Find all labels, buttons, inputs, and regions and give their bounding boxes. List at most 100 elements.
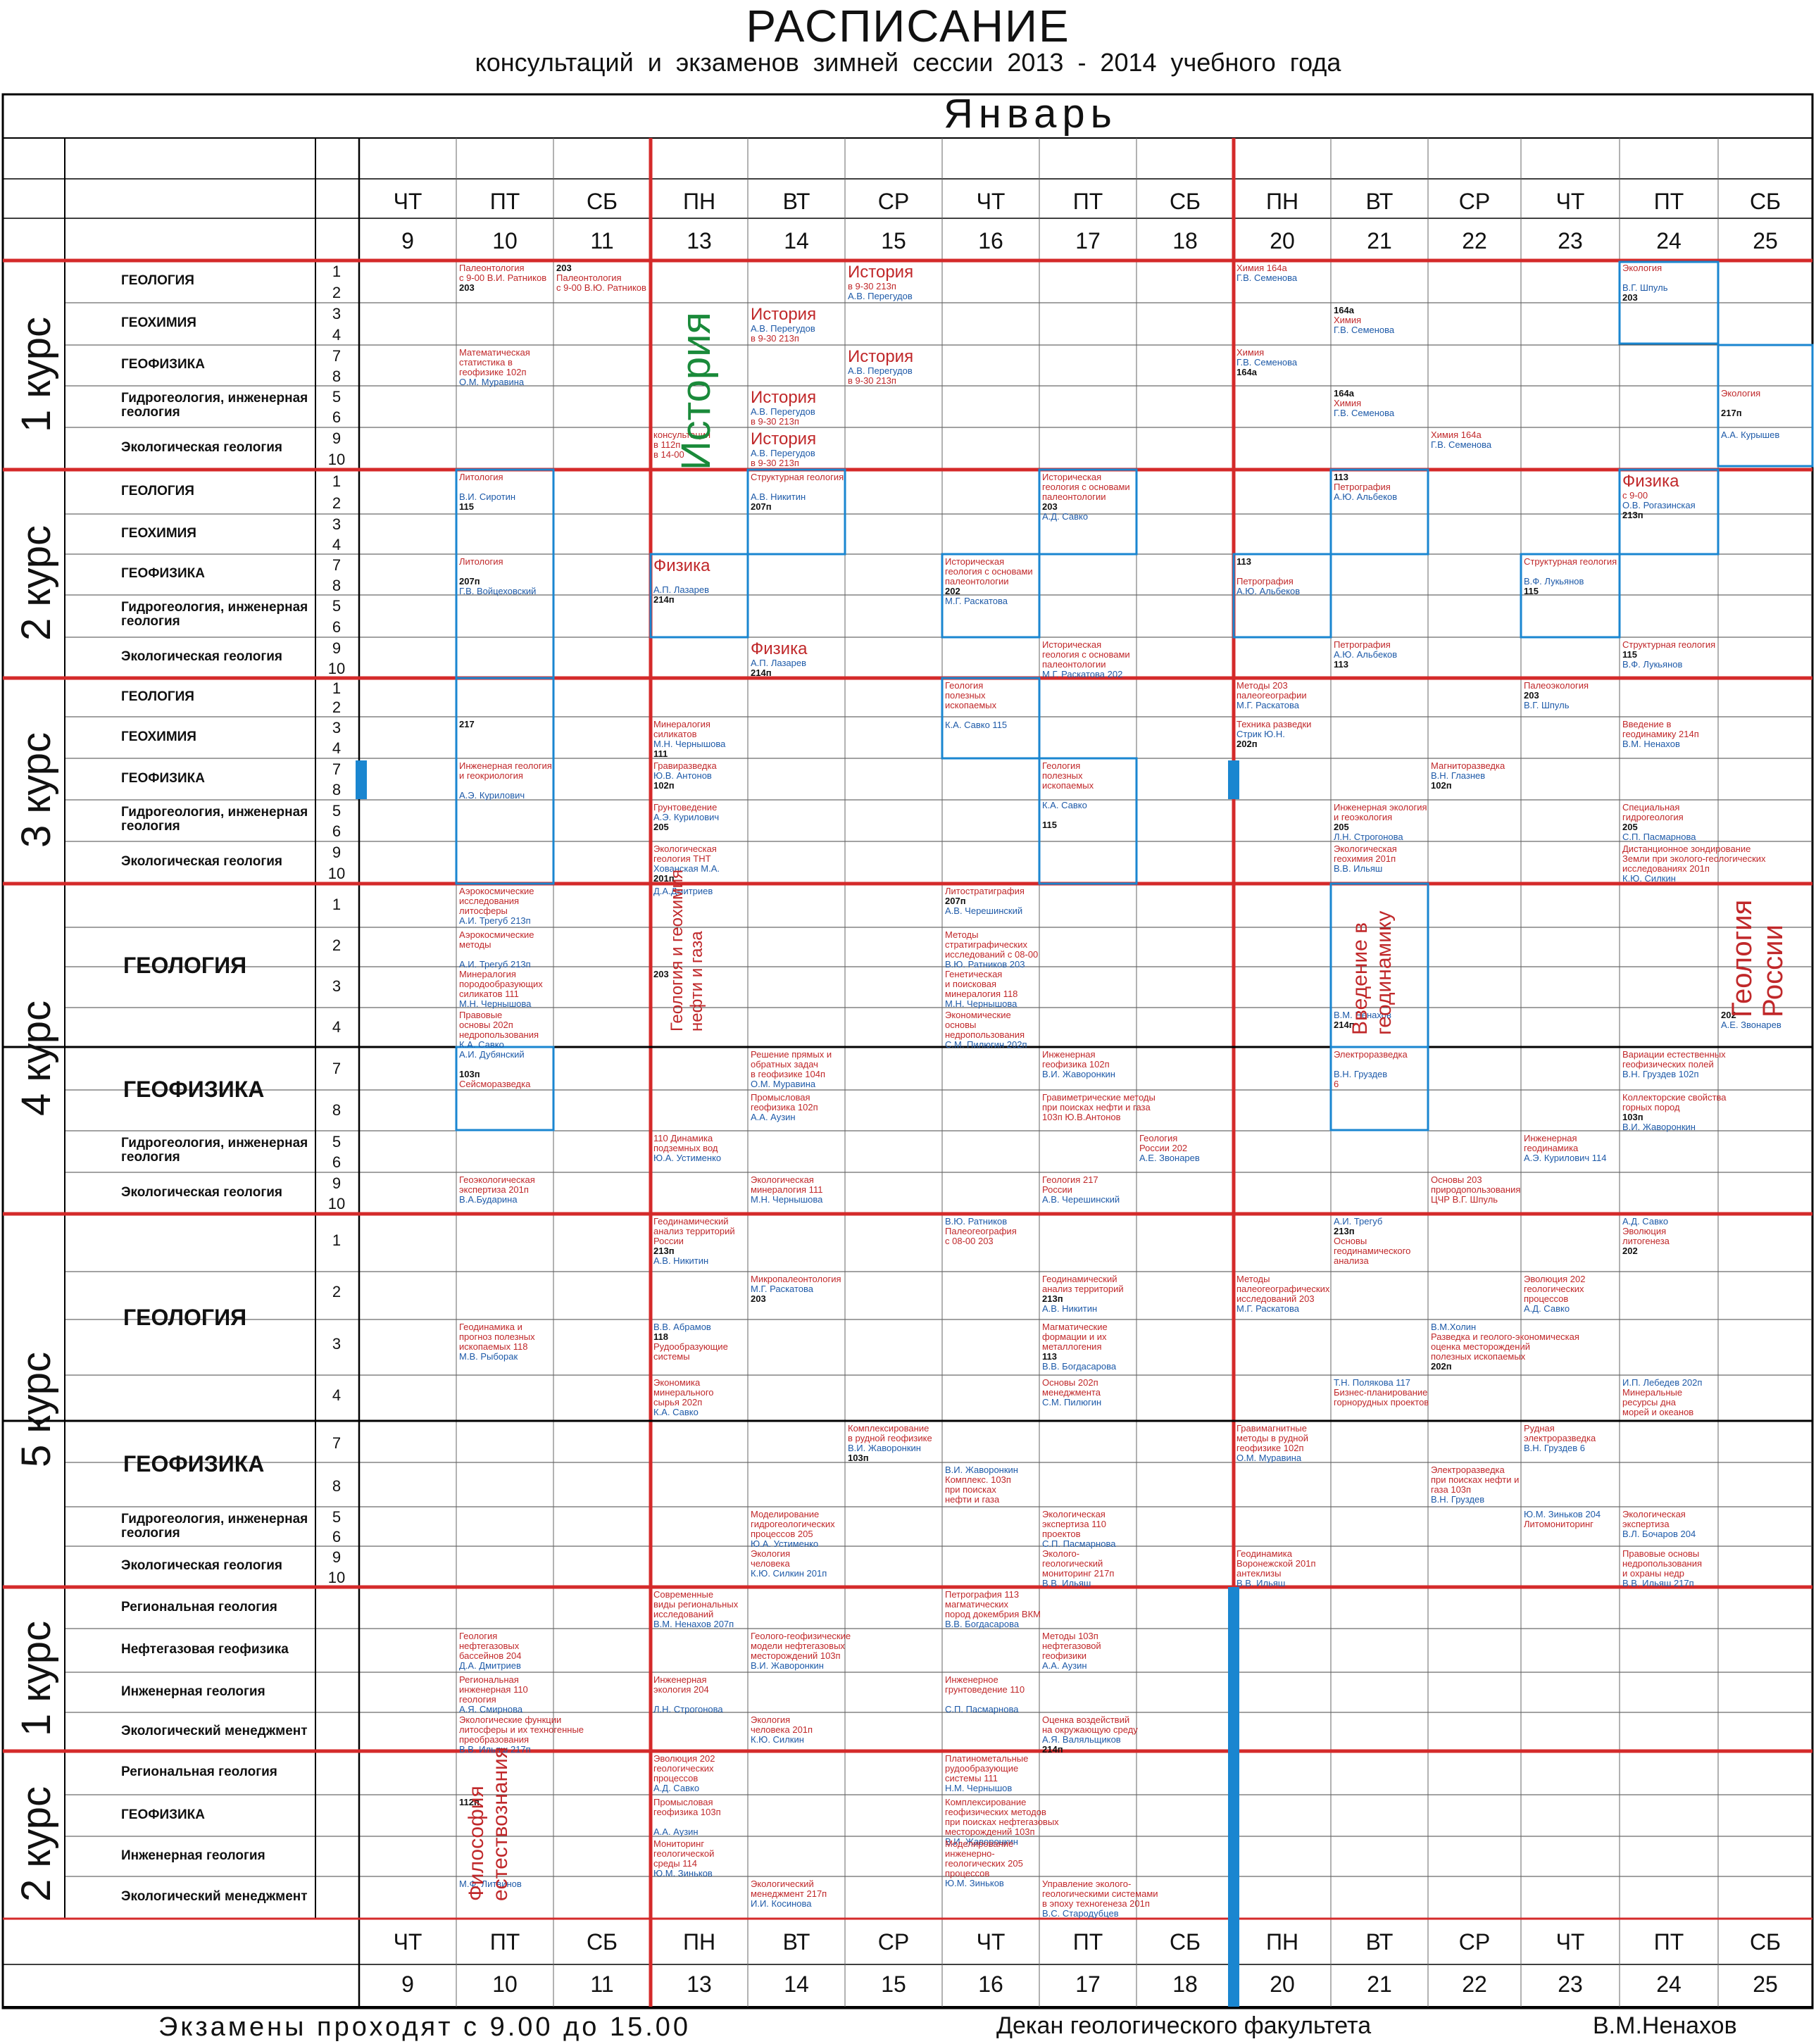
day-date-bottom: 16: [978, 1971, 1003, 1997]
entry-line: Сейсморазведка: [459, 1079, 531, 1089]
entry-line: Петрография: [1334, 482, 1391, 492]
entry-line: геодинамику 214п: [1622, 729, 1699, 739]
entry-line: 103п: [459, 1069, 480, 1079]
entry-line: 113: [1042, 1351, 1057, 1362]
entry-line: проектов: [1042, 1529, 1081, 1539]
exam-entry: Электроразведка при поисках нефти и газа 1…: [1431, 1465, 1519, 1505]
specialty-name: ГЕОЛОГИЯ: [123, 953, 247, 978]
entry-line: Методы 203: [1236, 680, 1288, 691]
entry-line: Разведка и геолого-экономическая: [1431, 1331, 1579, 1342]
entry-line: 202: [1622, 1246, 1638, 1256]
day-date: 9: [401, 228, 414, 253]
entry-line: В.В. Ильяш: [1236, 1578, 1286, 1588]
exam-entry: Петрография А.Ю. Альбеков 113: [1334, 640, 1397, 670]
entry-line: Экология: [1622, 263, 1662, 273]
entry-line: в 9-30 213п: [848, 281, 896, 291]
entry-line: Техника разведки: [1236, 719, 1312, 729]
specialty-name: ГЕОХИМИЯ: [121, 525, 196, 541]
entry-line: России: [1042, 1184, 1072, 1195]
exam-entry: Экология человека 201п К.Ю. Силкин: [751, 1715, 813, 1745]
entry-line: Т.Н. Полякова 117: [1334, 1377, 1411, 1388]
day-date-bottom: 13: [687, 1971, 712, 1997]
exam-entry: В.Ю. Ратников Палеогеография с 08-00 203: [945, 1217, 1017, 1246]
entry-line: горнорудных проектов: [1334, 1397, 1429, 1407]
day-name-bottom: ЧТ: [393, 1929, 422, 1955]
day-name-bottom: СБ: [1749, 1929, 1781, 1955]
day-date-bottom: 21: [1367, 1971, 1392, 1997]
entry-line: исследований с 08-00: [945, 949, 1039, 960]
entry-line: 213п: [653, 1246, 675, 1256]
entry-line: Геодинамика: [1236, 1548, 1293, 1559]
entry-line: 205: [1622, 822, 1638, 832]
exam-entry: Вариации естественных геофизических полей…: [1622, 1050, 1726, 1079]
specialty-name: ГЕОФИЗИКА: [121, 566, 205, 581]
day-date: 24: [1656, 228, 1682, 253]
exam-entry: Решение прямых и обратных задач в геофизик…: [751, 1050, 832, 1089]
specialty-name: Гидрогеология, инженерная геология: [121, 1136, 308, 1165]
entry-line: с 9-00: [1622, 490, 1648, 501]
exam-entry: Гравимагнитные методы в рудной геофизике 1…: [1236, 1424, 1308, 1463]
day-date-bottom: 14: [784, 1971, 809, 1997]
course-label: 5 курс: [13, 1351, 59, 1467]
exam-entry: Инженерная экология 204 Л.Н. Строгонова: [653, 1675, 723, 1714]
specialty-name: ГЕОХИМИЯ: [121, 729, 196, 744]
entry-line: 115: [459, 501, 474, 512]
entry-line: системы 111: [945, 1773, 998, 1783]
group-number: 10: [327, 1195, 346, 1213]
day-name: ПТ: [489, 189, 520, 214]
entry-line: месторождений 103п: [945, 1826, 1035, 1837]
exam-box: [941, 553, 1041, 639]
entry-line: ресурсы дна: [1622, 1397, 1676, 1407]
entry-line: Эволюция: [1622, 1226, 1667, 1236]
exam-entry: Магматические формации и их металлогения 11…: [1042, 1322, 1116, 1372]
entry-line: геологический: [1042, 1558, 1103, 1569]
entry-line: С.П. Пасмарнова: [1622, 832, 1696, 842]
day-date-bottom: 17: [1075, 1971, 1101, 1997]
entry-line: Электроразведка: [1431, 1465, 1505, 1475]
entry-line: недропользования: [459, 1029, 539, 1040]
entry-line: О.М. Муравина: [1236, 1453, 1302, 1463]
group-number: 4: [332, 326, 342, 344]
entry-line: В.Ю. Ратников: [945, 1216, 1008, 1227]
entry-line: анализ территорий: [1042, 1284, 1124, 1294]
exam-entry: Эволюция 202 геологических процессов А.Д. С…: [653, 1754, 715, 1793]
entry-line: геология с основами: [1042, 482, 1130, 492]
exam-entry: Основы 202п менеджмента С.М. Пилюгин: [1042, 1378, 1101, 1407]
entry-line: Вариации естественных: [1622, 1049, 1726, 1060]
entry-line: В.М. Ненахов 207п: [653, 1619, 734, 1629]
entry-line: России: [653, 1236, 684, 1246]
month-title: Январь: [944, 91, 1117, 137]
exam-entry: Структурная геология А.В. Никитин 207п: [751, 472, 844, 512]
group-number: 4: [332, 739, 342, 758]
entry-line: России 202: [1139, 1143, 1188, 1153]
entry-line: Экологическая: [1042, 1509, 1106, 1519]
entry-line: А.Д. Савко: [1042, 511, 1089, 522]
course-label: 4 курс: [13, 1000, 59, 1116]
entry-line: Магниторазведка: [1431, 760, 1505, 771]
exam-entry: Аэрокосмические исследования литосферы А.И.…: [459, 886, 534, 926]
entry-line: Физика: [1622, 472, 1679, 491]
specialty-name: Региональная геология: [121, 1599, 277, 1614]
entry-line: [653, 1817, 721, 1827]
entry-line: М.Н. Чернышова: [751, 1194, 823, 1205]
exam-entry: Коллекторские свойства горных пород 103п В.…: [1622, 1093, 1727, 1132]
entry-line: геодинамика: [1524, 1143, 1579, 1153]
entry-line: К.А. Савко 115: [945, 720, 1008, 730]
entry-line: Петрография: [1334, 639, 1391, 650]
specialty-name: Гидрогеология, инженерная геология: [121, 600, 308, 629]
blue-marker: [356, 760, 367, 799]
exam-entry: Промысловая геофизика 103п А.А. Аузин: [653, 1798, 721, 1837]
specialty-name: ГЕОЛОГИЯ: [123, 1305, 247, 1330]
entry-line: В.В. Богдасарова: [945, 1619, 1020, 1629]
exam-entry: Правовые основы 202п недропользования К.А. …: [459, 1010, 539, 1050]
entry-line: Платинометальные: [945, 1753, 1029, 1764]
day-date-bottom: 15: [881, 1971, 906, 1997]
entry-line: [459, 781, 552, 791]
exam-entry: Экономические основы недропользования С.М. …: [945, 1010, 1027, 1050]
entry-line: геологической: [653, 1848, 715, 1859]
entry-line: геодинамического: [1334, 1246, 1411, 1256]
entry-line: человека: [751, 1558, 790, 1569]
entry-line: К.Ю. Силкин: [1622, 873, 1676, 884]
entry-line: [1622, 273, 1668, 283]
entry-line: 202: [945, 586, 960, 596]
